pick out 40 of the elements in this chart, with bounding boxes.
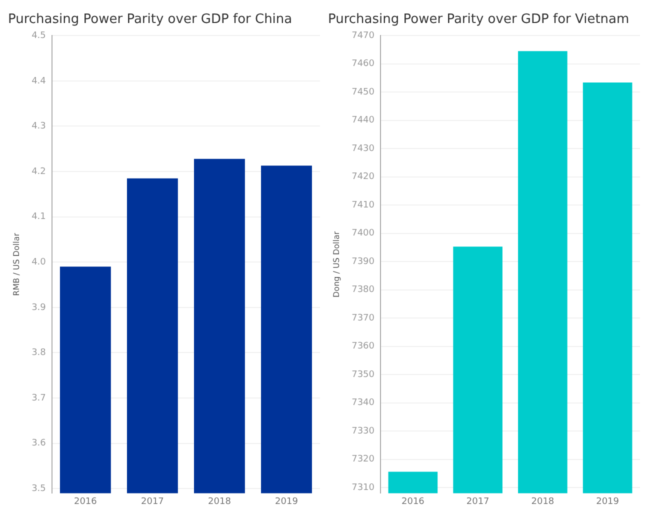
y-tick-label: 7430: [352, 144, 375, 154]
x-tick-label: 2019: [596, 496, 620, 507]
x-tick-label: 2017: [140, 496, 164, 507]
y-tick-label: 7310: [352, 482, 375, 493]
y-tick-label: 7340: [352, 398, 375, 408]
x-tick-label: 2016: [74, 496, 98, 507]
y-tick-label: 4.2: [32, 166, 46, 177]
y-tick-label: 3.8: [32, 348, 46, 358]
y-tick-label: 7360: [352, 342, 375, 352]
y-tick-label: 7460: [352, 59, 375, 70]
x-tick-label: 2018: [531, 496, 554, 507]
y-tick-label: 7400: [352, 228, 375, 239]
y-tick-label: 7380: [352, 285, 375, 296]
y-tick-label: 7390: [352, 256, 375, 267]
y-tick-label: 7370: [352, 313, 375, 324]
chart-title: Purchasing Power Parity over GDP for China: [8, 12, 292, 28]
y-tick-label: 4.4: [32, 76, 46, 86]
y-tick-label: 7320: [352, 454, 375, 465]
y-tick-label: 7440: [352, 116, 375, 126]
y-tick-label: 3.6: [32, 438, 46, 449]
y-tick-label: 7350: [352, 370, 375, 380]
x-tick-label: 2017: [466, 496, 490, 507]
y-tick-label: 3.9: [32, 302, 46, 313]
y-tick-label: 4.1: [32, 212, 46, 222]
y-tick-label: 7410: [352, 200, 375, 210]
x-tick-label: 2019: [275, 496, 298, 507]
y-tick-label: 3.5: [32, 484, 46, 494]
y-axis-title: RMB / US Dollar: [12, 232, 21, 296]
y-axis-title: Dong / US Dollar: [332, 230, 341, 298]
y-tick-label: 4.3: [32, 122, 46, 132]
x-tick-label: 2018: [208, 496, 232, 507]
y-tick-label: 7420: [352, 172, 375, 182]
y-tick-label: 3.7: [32, 393, 46, 404]
chart-title: Purchasing Power Parity over GDP for Vietnam: [328, 12, 630, 28]
y-tick-label: 7450: [352, 87, 375, 98]
y-tick-label: 7330: [352, 426, 375, 436]
x-tick-label: 2016: [401, 496, 425, 507]
y-tick-label: 7470: [352, 30, 375, 41]
y-tick-label: 4.5: [32, 30, 46, 41]
y-tick-label: 4.0: [32, 257, 46, 268]
